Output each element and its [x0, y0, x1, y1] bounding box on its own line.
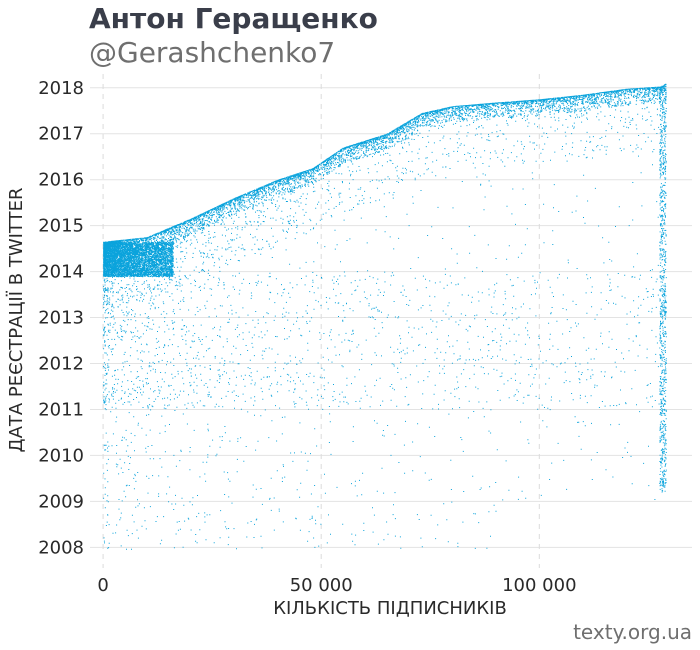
x-axis-title: КІЛЬКІСТЬ ПІДПИСНИКІВ — [273, 598, 507, 619]
y-tick-label: 2017 — [38, 124, 84, 145]
y-tick-label: 2018 — [38, 78, 84, 99]
y-tick-label: 2008 — [38, 537, 84, 558]
x-tick-label: 100 000 — [502, 575, 576, 596]
y-tick-label: 2011 — [38, 399, 84, 420]
grid-layer — [90, 74, 692, 568]
ticks-layer: 2008 2009 2010 2011 2012 2013 2014 2015 2016 2017… — [38, 78, 576, 596]
y-tick-label: 2014 — [38, 262, 84, 283]
points-layer — [103, 83, 667, 550]
y-tick-label: 2012 — [38, 354, 84, 375]
source-credit: texty.org.ua — [573, 620, 692, 644]
x-tick-label: 50 000 — [290, 575, 353, 596]
y-axis-title: ДАТА РЕЄСТРАЦІЇ В TWITTER — [6, 188, 27, 453]
x-tick-label: 0 — [97, 575, 108, 596]
y-tick-label: 2016 — [38, 170, 84, 191]
y-tick-label: 2015 — [38, 216, 84, 237]
chart-title: Антон Геращенко — [89, 2, 378, 35]
scatter-points — [103, 83, 667, 550]
chart-subtitle: @Gerashchenko7 — [89, 36, 336, 69]
y-tick-label: 2009 — [38, 491, 84, 512]
y-tick-label: 2013 — [38, 308, 84, 329]
y-tick-label: 2010 — [38, 445, 84, 466]
